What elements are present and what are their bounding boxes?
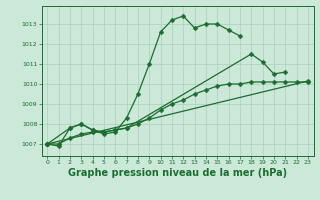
X-axis label: Graphe pression niveau de la mer (hPa): Graphe pression niveau de la mer (hPa)	[68, 168, 287, 178]
